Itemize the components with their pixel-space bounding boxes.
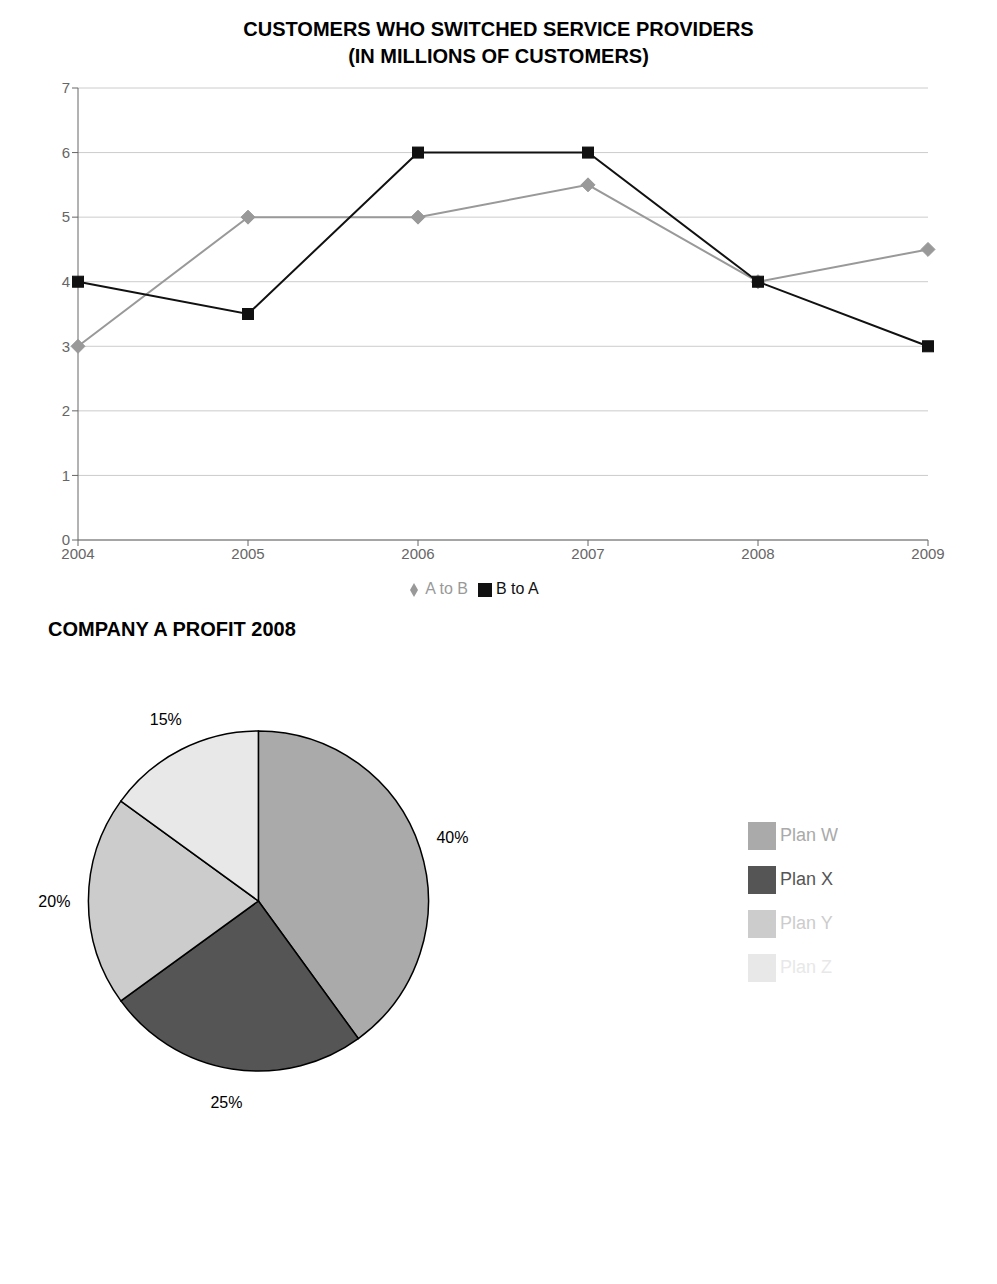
svg-text:3: 3: [62, 338, 70, 355]
svg-text:40%: 40%: [436, 829, 468, 846]
svg-text:4: 4: [62, 273, 70, 290]
html-text:Plan X: Plan X: [780, 869, 833, 889]
html-text:Plan W: Plan W: [780, 825, 838, 845]
svg-text:15%: 15%: [150, 711, 182, 728]
html-text:Plan Z: Plan Z: [780, 957, 832, 977]
svg-text:2: 2: [62, 402, 70, 419]
svg-text:2006: 2006: [401, 545, 434, 562]
html-text:A to B: A to B: [425, 580, 468, 597]
svg-text:1: 1: [62, 467, 70, 484]
svg-text:0: 0: [62, 531, 70, 548]
html-text:CUSTOMERS WHO SWITCHED SERVICE: CUSTOMERS WHO SWITCHED SERVICE PROVIDERS: [243, 18, 754, 40]
svg-text:2007: 2007: [571, 545, 604, 562]
svg-text:5: 5: [62, 208, 70, 225]
html-text:Plan Y: Plan Y: [780, 913, 833, 933]
html-text:B to A: B to A: [496, 580, 539, 597]
html-text:COMPANY A PROFIT 2008: COMPANY A PROFIT 2008: [48, 618, 296, 640]
svg-text:2004: 2004: [61, 544, 95, 562]
svg-text:2009: 2009: [911, 545, 944, 562]
svg-text:2008: 2008: [741, 545, 774, 562]
svg-text:2005: 2005: [231, 545, 264, 562]
html-text:(IN MILLIONS OF CUSTOMERS): (IN MILLIONS OF CUSTOMERS): [348, 45, 649, 67]
svg-text:25%: 25%: [210, 1094, 242, 1111]
svg-text:7: 7: [62, 79, 70, 96]
svg-text:6: 6: [62, 144, 70, 161]
svg-text:20%: 20%: [38, 893, 70, 910]
